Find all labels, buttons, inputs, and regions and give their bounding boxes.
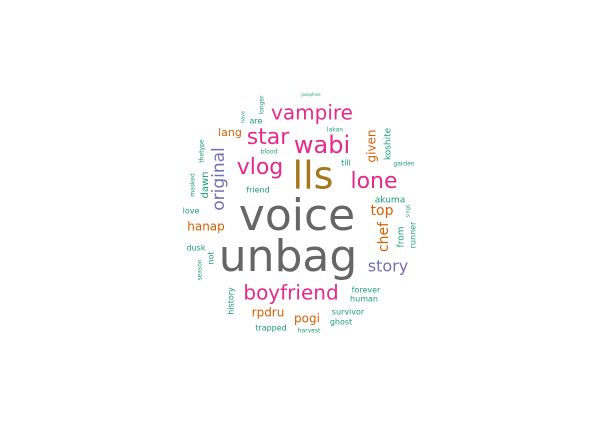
word-lls: lls [293, 154, 334, 198]
word-star: star [247, 125, 291, 150]
word-unbag: unbag [219, 231, 358, 282]
word-wabi: wabi [294, 131, 350, 159]
word-lakan: lakan [327, 127, 343, 134]
word-chef: chef [376, 221, 392, 252]
word-from: from [397, 227, 407, 248]
word-garden: garden [393, 161, 414, 168]
word-voice: voice [239, 190, 355, 241]
word-history: history [227, 287, 236, 315]
word-dawn: dawn [200, 172, 211, 199]
word-survivor: survivor [332, 308, 365, 317]
word-akuma: akuma [375, 196, 405, 206]
word-josephine: josephine [300, 92, 321, 97]
word-top: top [371, 203, 394, 219]
word-love: love [183, 207, 200, 216]
word-not: not [207, 251, 216, 264]
word-have: have [241, 111, 247, 123]
word-pogi: pogi [294, 312, 320, 326]
word-vampire: vampire [271, 101, 353, 125]
word-vlog: vlog [237, 155, 284, 180]
word-given: given [365, 129, 379, 162]
word-trapped: trapped [255, 324, 286, 333]
word-lang: lang [218, 126, 242, 139]
word-friend: friend [246, 186, 269, 195]
word-are: are [250, 117, 263, 126]
word-masked: masked [190, 173, 197, 197]
word-harvest: harvest [298, 328, 321, 335]
word-longer: longer [259, 95, 266, 115]
word-runner: runner [409, 221, 418, 248]
word-lone: lone [350, 169, 397, 194]
word-koshite: koshite [384, 127, 394, 160]
word-sings: sings [406, 204, 412, 217]
word-original: original [209, 147, 229, 211]
word-till: till [341, 159, 351, 168]
word-forever: forever [352, 286, 381, 295]
word-thetype: thetype [199, 139, 206, 163]
word-hanap: hanap [187, 220, 225, 234]
word-blood: blood [261, 149, 278, 156]
word-human: human [350, 295, 378, 304]
word-story: story [368, 257, 408, 276]
word-season: season [197, 259, 204, 280]
word-rpdru: rpdru [252, 306, 285, 320]
word-dusk: dusk [187, 244, 206, 253]
word-ghost: ghost [330, 318, 352, 327]
word-boyfriend: boyfriend [243, 281, 338, 305]
